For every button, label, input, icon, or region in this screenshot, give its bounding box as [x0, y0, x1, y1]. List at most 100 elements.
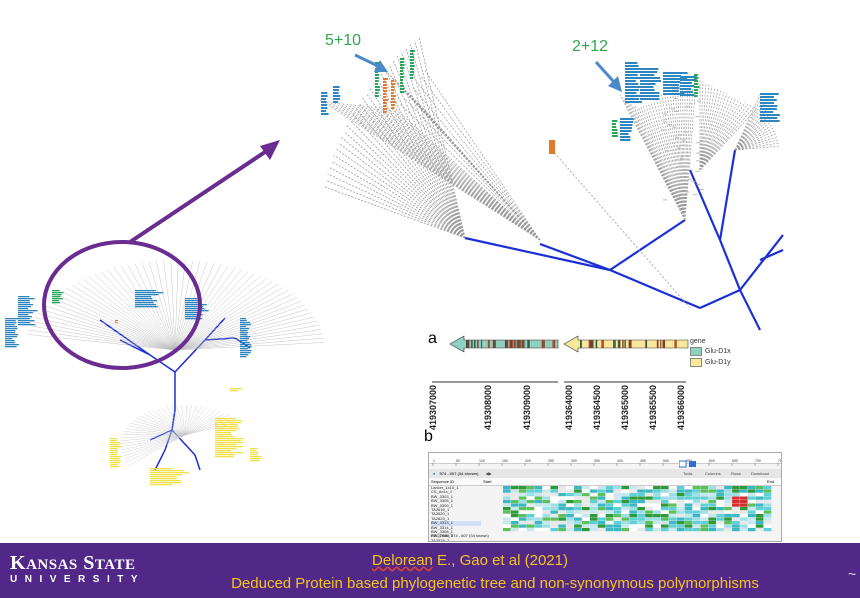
columns-menu[interactable]: Columns — [705, 471, 721, 476]
alignment-cell — [503, 503, 511, 507]
alignment-cell — [526, 514, 535, 518]
alignment-cell — [597, 493, 606, 497]
tree-leaf-branch — [174, 297, 298, 351]
alignment-cell — [661, 510, 669, 514]
alignment-cell — [700, 517, 709, 521]
alignment-cell — [732, 486, 740, 490]
alignment-cell — [574, 486, 582, 490]
alignment-cell — [732, 514, 740, 518]
tree-leaf-branch — [121, 434, 186, 438]
leaf-tick — [686, 155, 691, 157]
leaf-label — [375, 77, 379, 79]
leaf-label-group — [215, 418, 244, 458]
tree-leaf-branch — [127, 425, 186, 436]
citation-line: Delorean E., Gao et al (2021) — [0, 552, 860, 569]
leaf-label-group — [694, 74, 700, 97]
leaf-label — [400, 73, 404, 75]
tree-leaf-branch — [682, 83, 686, 221]
alignment-cell — [692, 521, 701, 525]
tools-menu[interactable]: Tools — [683, 471, 693, 476]
tree-leaf-branch — [27, 334, 176, 351]
alignment-cell — [700, 524, 709, 528]
tree-leaf-branch — [669, 87, 686, 221]
alignment-cell — [542, 500, 551, 504]
alignment-cell — [605, 503, 614, 507]
alignment-cell — [621, 503, 630, 507]
leaf-label — [400, 76, 404, 78]
alignment-cell — [613, 486, 622, 490]
tree-leaf-branch — [699, 93, 728, 171]
alignment-cell — [676, 514, 685, 518]
selection-marker[interactable] — [679, 459, 709, 469]
alignment-cell — [597, 503, 606, 507]
alignment-cell — [661, 521, 669, 525]
gene-stripe — [517, 340, 521, 348]
leaf-label — [612, 120, 618, 122]
alignment-cell — [661, 486, 669, 490]
tree-leaf-branch — [658, 96, 686, 221]
tree-leaf-branch — [174, 293, 293, 351]
tree-leaf-branch — [699, 82, 707, 171]
ruler-tick-label: 200 — [525, 459, 531, 463]
leaf-label — [18, 312, 34, 314]
alignment-cell — [574, 493, 582, 497]
tree-leaf-branch — [174, 260, 186, 351]
tree-leaf-branch — [424, 70, 541, 241]
group2-arrow-shaft — [594, 60, 616, 84]
alignment-cell — [692, 489, 701, 493]
ruler-tick-label: 300 — [571, 459, 577, 463]
alignment-cell — [605, 489, 614, 493]
leaf-label — [240, 338, 249, 340]
alignment-cell — [668, 486, 677, 490]
leaf-label-group — [115, 320, 118, 324]
gene-stripe — [660, 340, 662, 348]
ruler-tick-label: 100 — [479, 459, 485, 463]
alignment-cell — [653, 514, 661, 518]
leaf-tick — [697, 100, 702, 102]
leaf-label — [321, 92, 328, 94]
alignment-cell — [747, 503, 756, 507]
leaf-label — [375, 74, 380, 76]
tree-leaf-branch — [144, 413, 186, 436]
gene-stripe — [519, 340, 521, 348]
alignment-cell — [510, 528, 519, 532]
alignment-cell — [684, 517, 693, 521]
rows-menu[interactable]: Rows — [731, 471, 742, 476]
nav-arrows-icon[interactable]: ◀▶ — [485, 471, 492, 476]
leaf-label — [52, 298, 63, 300]
leaf-label — [230, 388, 243, 390]
tree-branch — [171, 409, 176, 431]
coordinate-axis-lines — [432, 381, 686, 383]
leaf-label — [391, 98, 395, 100]
alignment-cell — [629, 489, 637, 493]
leaf-label — [620, 124, 633, 126]
tree-leaf-branch — [734, 130, 775, 151]
alignment-cell — [526, 486, 535, 490]
alignment-cell — [740, 524, 748, 528]
alignment-cell — [676, 493, 685, 497]
alignment-cell — [716, 500, 724, 504]
leaf-label — [215, 418, 236, 420]
tree-leaf-branch — [141, 262, 176, 351]
leaf-label — [110, 456, 122, 458]
citation-rest: E., Gao et al (2021) — [432, 552, 568, 569]
gene-stripe — [527, 340, 530, 348]
alignment-cell — [676, 524, 685, 528]
tree-leaf-branch — [349, 119, 466, 239]
leaf-label-group — [18, 296, 38, 326]
tree-leaf-branch — [174, 333, 323, 351]
leaf-label — [215, 436, 236, 438]
alignment-cell — [526, 528, 535, 532]
leaf-label — [240, 352, 251, 354]
leaf-label — [620, 118, 634, 120]
alignment-cell — [747, 486, 756, 490]
download-menu[interactable]: Download — [751, 471, 769, 476]
alignment-cell — [621, 524, 630, 528]
leaf-label — [410, 59, 414, 61]
alignment-cell — [645, 500, 653, 504]
leaf-label — [400, 58, 405, 60]
info-icon[interactable]: ● — [433, 471, 436, 476]
alignment-cell — [637, 510, 645, 514]
panel-b-label: b — [424, 428, 433, 445]
leaf-label — [663, 93, 685, 95]
